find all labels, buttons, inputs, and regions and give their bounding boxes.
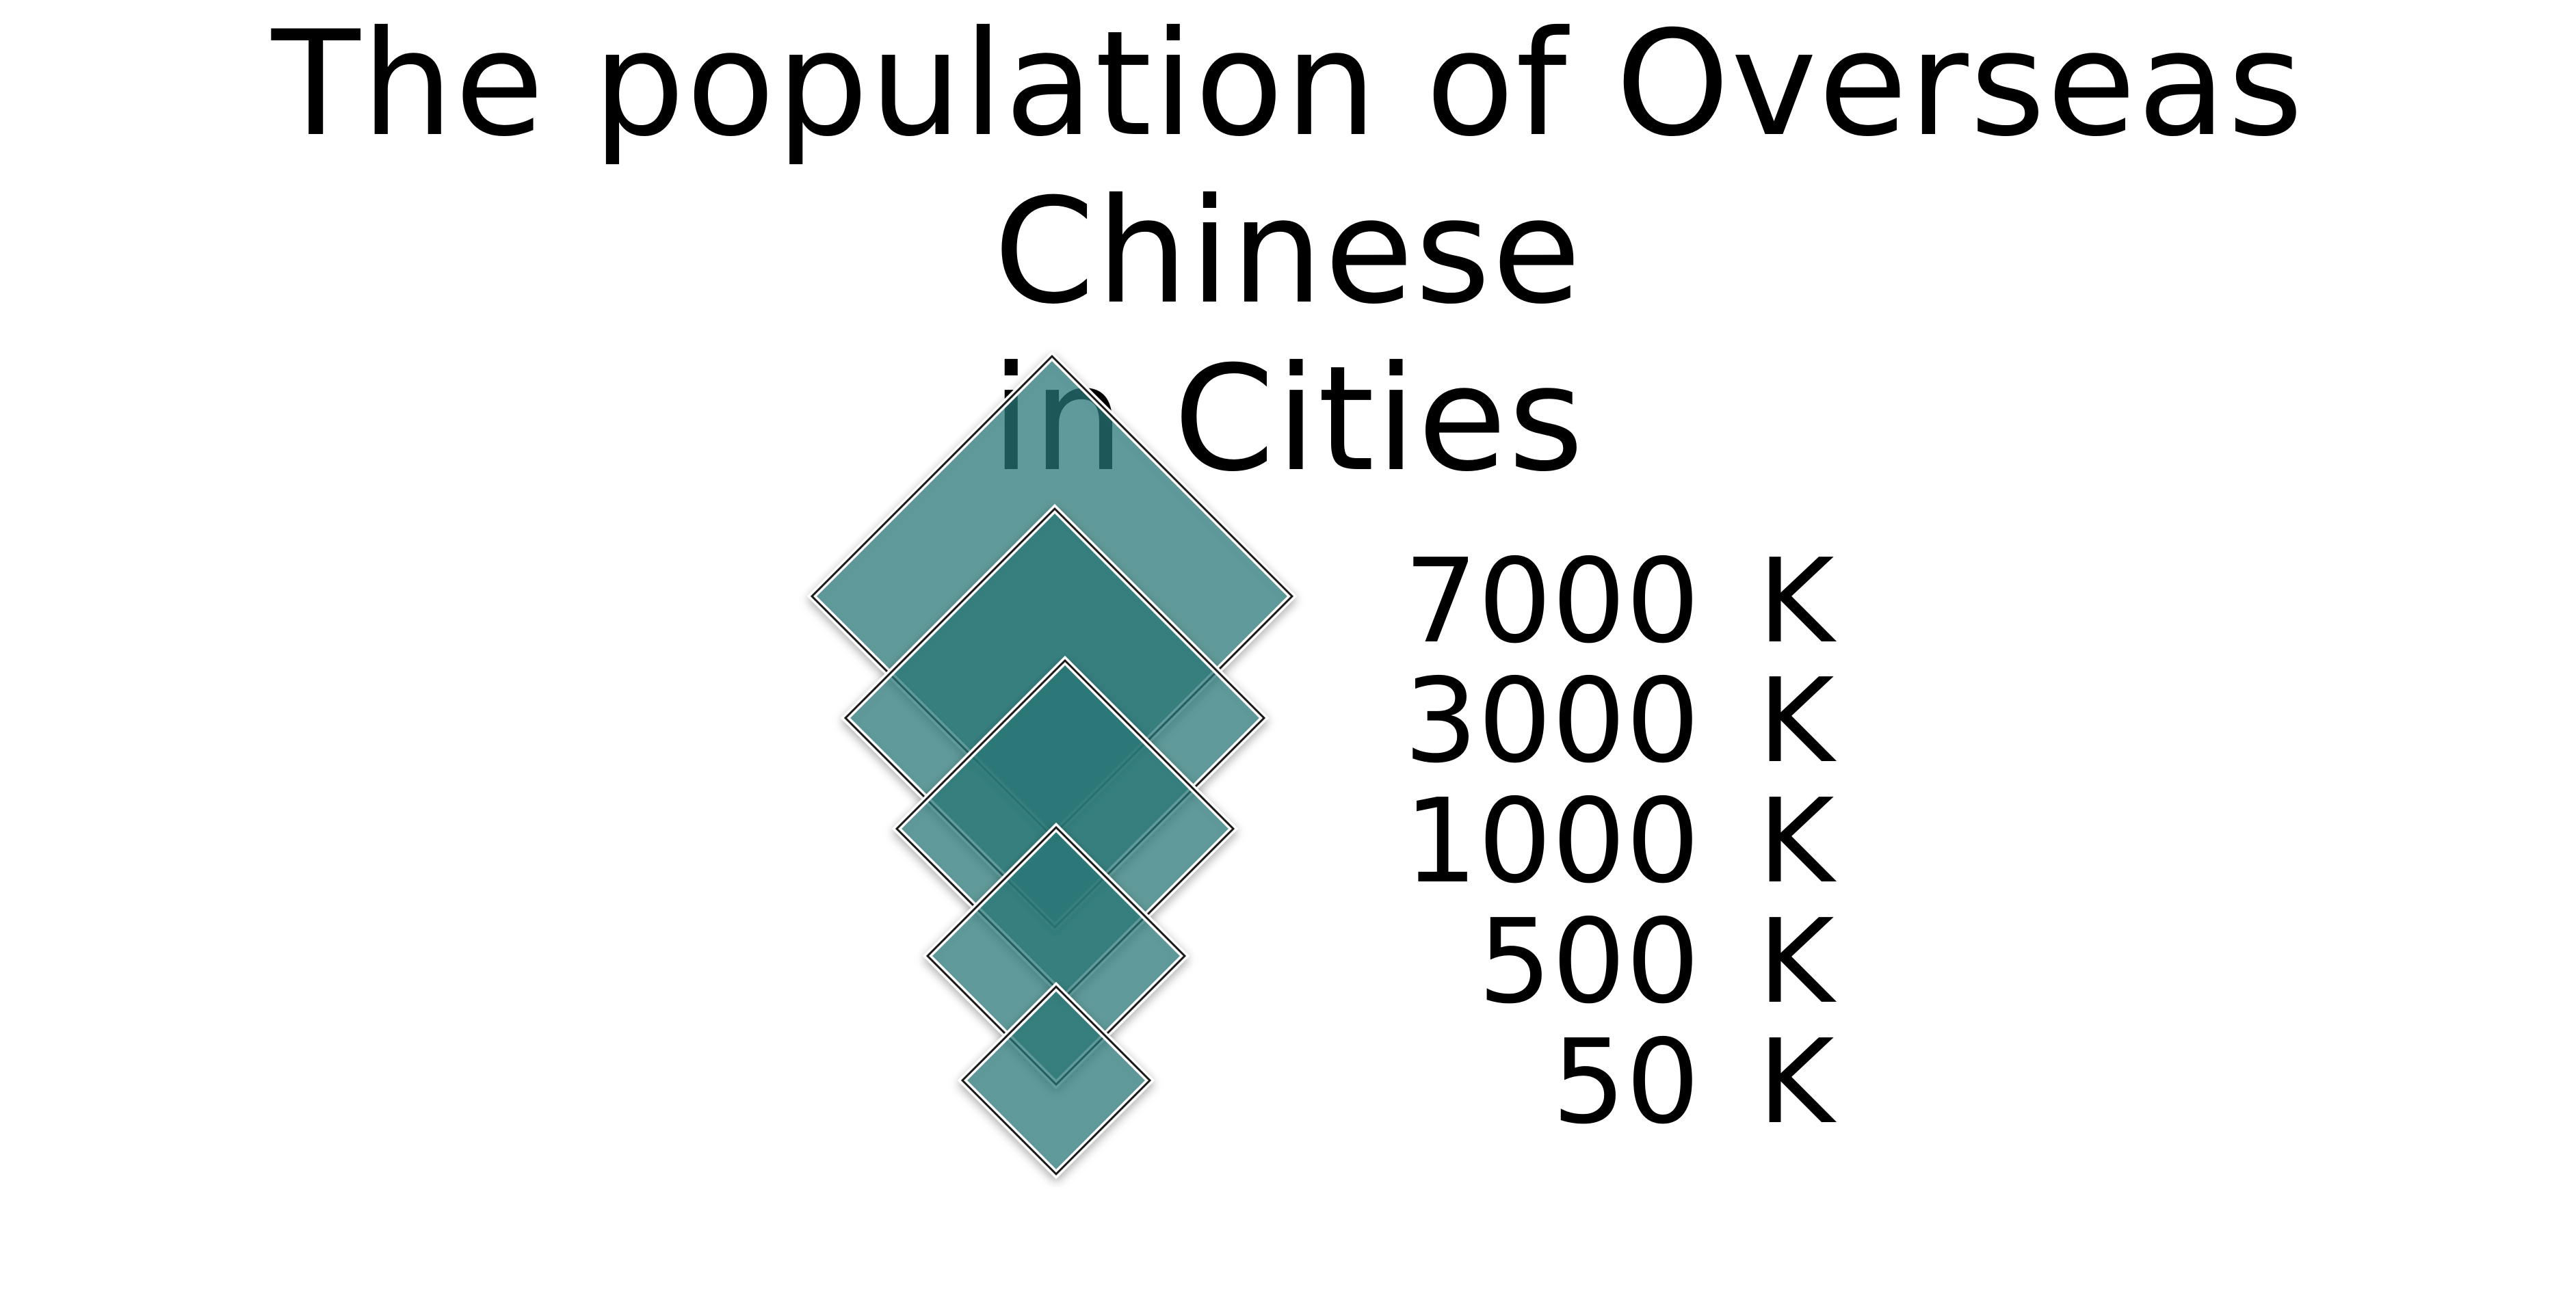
legend-unit-label: K: [1758, 774, 1837, 909]
legend-value-label: 7000: [1404, 534, 1700, 669]
legend-unit-label: K: [1758, 894, 1837, 1030]
chart-title: The population of Overseas Chinese in Ci…: [0, 0, 2576, 503]
legend-unit-label: K: [1758, 1015, 1837, 1150]
chart-title-line-1: The population of Overseas Chinese: [271, 0, 2305, 336]
legend-symbol-outline: [960, 985, 1152, 1176]
legend-unit-label: K: [1758, 534, 1837, 669]
legend-unit-label: K: [1758, 654, 1837, 789]
legend-value-label: 1000: [1404, 774, 1700, 909]
legend-value-label: 500: [1478, 894, 1700, 1030]
legend-symbols: [806, 351, 1298, 1180]
legend-value-label: 3000: [1404, 654, 1700, 789]
legend-labels: 7000 K 3000 K 1000 K 500 K 50 K: [1404, 534, 1837, 1150]
legend-value-label: 50: [1552, 1015, 1700, 1150]
